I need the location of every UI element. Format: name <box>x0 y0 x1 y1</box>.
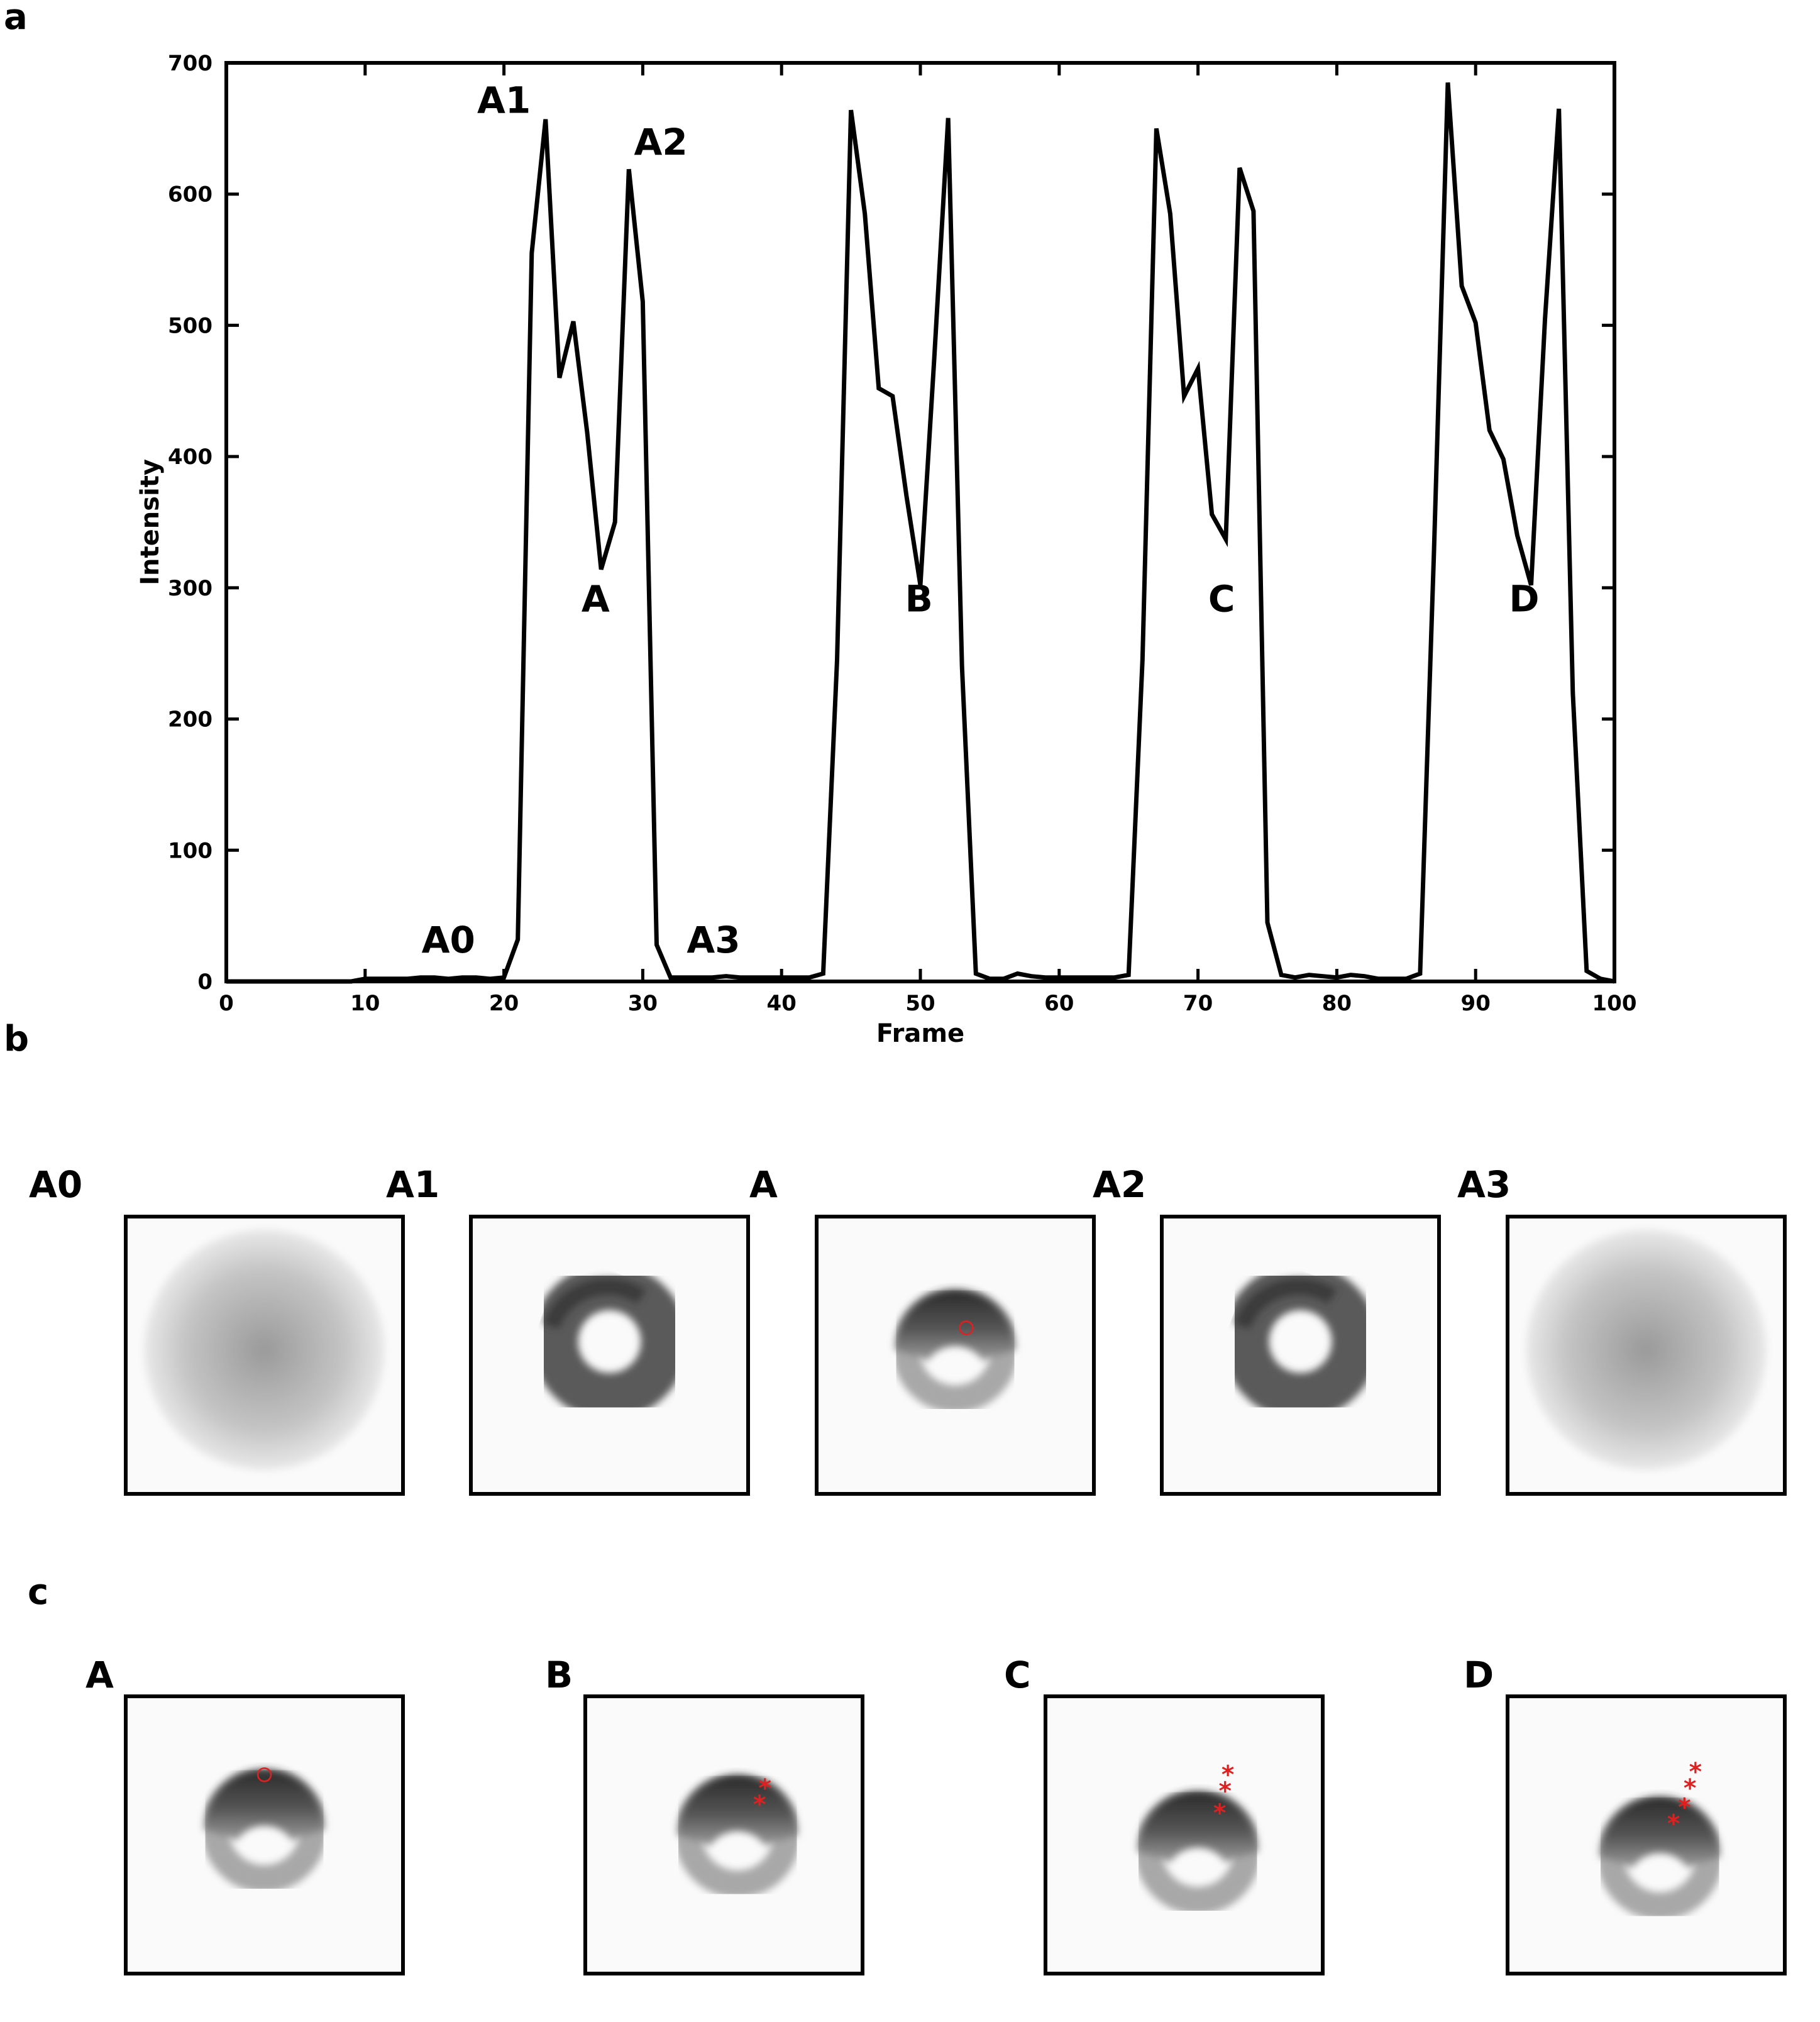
x-tick-label: 20 <box>489 991 519 1016</box>
image-a3-render <box>1509 1218 1783 1492</box>
image-a <box>815 1215 1096 1496</box>
image-background <box>128 1698 401 1972</box>
image-c-a-render <box>128 1698 401 1972</box>
marker-asterisk: * <box>1667 1810 1680 1838</box>
image-c-b-render: ** <box>587 1698 861 1972</box>
label-c-a: A <box>85 1654 114 1696</box>
x-tick-label: 60 <box>1044 991 1074 1016</box>
marker-asterisk: * <box>1678 1794 1690 1822</box>
image-a3 <box>1506 1215 1787 1496</box>
y-tick-label: 0 <box>197 970 212 995</box>
panel-letter-a: a <box>4 0 28 38</box>
x-tick-label: 100 <box>1592 991 1637 1016</box>
marker-asterisk: * <box>1213 1799 1226 1828</box>
image-c-b: * * <box>583 1694 864 1975</box>
x-axis-label: Frame <box>876 1019 964 1048</box>
ring-bright-half <box>677 1774 798 1846</box>
x-tick-label: 0 <box>219 991 234 1016</box>
marker-circle <box>959 1320 974 1335</box>
image-a2-render <box>1164 1218 1437 1492</box>
intensity-series-line <box>226 82 1615 984</box>
marker-asterisk: * <box>759 1775 771 1803</box>
plot-frame <box>224 61 1616 983</box>
image-background <box>819 1218 1092 1492</box>
annotation-a3: A3 <box>687 919 740 961</box>
x-tick-label: 80 <box>1322 991 1352 1016</box>
image-c-d: * * * * <box>1506 1694 1787 1975</box>
image-c-d-render: **** <box>1509 1698 1783 1972</box>
diffuse-glow <box>144 1229 385 1471</box>
diffuse-glow <box>1526 1229 1767 1471</box>
label-c-c: C <box>1004 1654 1031 1696</box>
image-a0-render <box>128 1218 401 1492</box>
image-c-c-render: *** <box>1047 1698 1321 1972</box>
image-background <box>1164 1218 1437 1492</box>
label-c-d: D <box>1464 1654 1494 1696</box>
image-a1 <box>469 1215 750 1496</box>
y-tick-label: 600 <box>168 182 212 207</box>
ring-bright-half <box>1137 1791 1258 1862</box>
y-tick-label: 400 <box>168 445 212 470</box>
marker-asterisk: * <box>1219 1777 1232 1806</box>
ring-bright-half <box>895 1290 1016 1361</box>
image-a2 <box>1160 1215 1441 1496</box>
marker-asterisk: * <box>1689 1759 1702 1787</box>
ring-bright-half <box>1599 1796 1720 1868</box>
annotation-d: D <box>1509 577 1539 620</box>
label-c-b: B <box>545 1654 573 1696</box>
annotation-b: B <box>905 577 933 620</box>
x-tick-label: 10 <box>350 991 380 1016</box>
panel-letter-b: b <box>4 1019 30 1059</box>
y-tick-label: 100 <box>168 838 212 863</box>
marker-asterisk: * <box>1222 1761 1234 1789</box>
x-tick-label: 30 <box>628 991 658 1016</box>
x-tick-label: 90 <box>1461 991 1491 1016</box>
annotation-a: A <box>582 577 610 620</box>
x-tick-label: 40 <box>767 991 797 1016</box>
label-b-a0: A0 <box>29 1163 83 1206</box>
label-b-a3: A3 <box>1457 1163 1511 1206</box>
image-a0 <box>124 1215 405 1496</box>
image-background <box>587 1698 861 1972</box>
y-tick-label: 200 <box>168 707 212 732</box>
annotation-a0: A0 <box>422 919 475 961</box>
annotation-a2: A2 <box>634 121 687 163</box>
y-axis-label: Intensity <box>136 459 165 585</box>
label-b-a1: A1 <box>386 1163 440 1206</box>
label-b-a2: A2 <box>1093 1163 1147 1206</box>
label-b-a: A <box>749 1163 778 1206</box>
image-c-a <box>124 1694 405 1975</box>
x-tick-label: 50 <box>905 991 935 1016</box>
y-tick-label: 300 <box>168 576 212 601</box>
annotation-c: C <box>1208 577 1235 620</box>
y-tick-label: 700 <box>168 51 212 76</box>
image-c-c: * * * <box>1044 1694 1325 1975</box>
y-tick-label: 500 <box>168 313 212 338</box>
intensity-chart: 0 10 20 30 40 50 60 70 80 90 100 0 100 200 300 400 500 60… <box>136 51 1637 1048</box>
panel-letter-c: c <box>28 1572 49 1613</box>
annotation-a1: A1 <box>477 79 531 121</box>
marker-asterisk: * <box>1684 1775 1696 1803</box>
image-a1-render <box>473 1218 746 1492</box>
ring-bright-half <box>204 1769 325 1841</box>
image-background <box>473 1218 746 1492</box>
image-a-render <box>819 1218 1092 1492</box>
x-tick-label: 70 <box>1183 991 1213 1016</box>
marker-asterisk: * <box>753 1791 766 1820</box>
marker-circle <box>256 1767 272 1782</box>
